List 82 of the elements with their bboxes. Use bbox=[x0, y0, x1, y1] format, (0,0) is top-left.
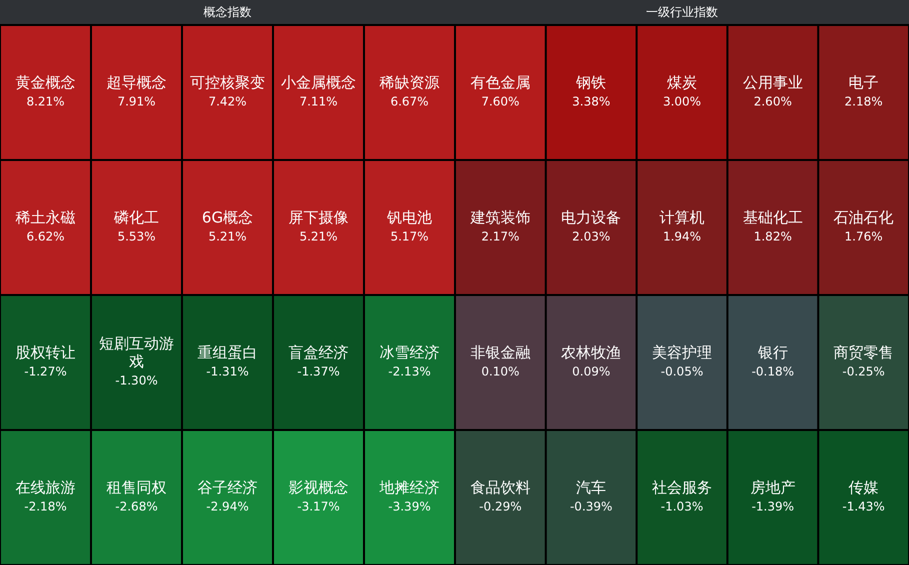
category-label: 稀土永磁 bbox=[16, 208, 76, 226]
category-label: 农林牧渔 bbox=[561, 343, 622, 362]
data-label: 2.17% bbox=[481, 230, 520, 244]
data-label: -2.68% bbox=[115, 500, 158, 514]
category-label: 屏下摄像 bbox=[288, 208, 348, 226]
data-label: 1.94% bbox=[662, 230, 702, 244]
category-label: 超导概念 bbox=[106, 73, 166, 92]
category-label: 公用事业 bbox=[742, 73, 803, 92]
data-label: 8.21% bbox=[26, 94, 65, 109]
category-label: 磷化工 bbox=[113, 208, 159, 226]
data-label: 5.17% bbox=[390, 230, 429, 244]
data-label: 7.42% bbox=[208, 94, 247, 109]
category-label: 谷子经济 bbox=[198, 478, 258, 496]
category-label: 租售同权 bbox=[106, 478, 166, 496]
data-label: -1.37% bbox=[297, 364, 340, 379]
category-label: 房地产 bbox=[750, 478, 796, 496]
data-label: 3.00% bbox=[662, 94, 702, 109]
data-label: -1.31% bbox=[206, 364, 249, 379]
category-label: 可控核聚变 bbox=[190, 73, 265, 92]
data-label: -0.29% bbox=[479, 500, 522, 514]
category-label: 汽车 bbox=[576, 478, 606, 496]
data-label: -1.30% bbox=[115, 374, 158, 388]
data-label: 2.60% bbox=[754, 94, 792, 109]
category-label: 黄金概念 bbox=[16, 73, 76, 92]
category-label: 有色金属 bbox=[470, 73, 530, 92]
data-label: 0.09% bbox=[572, 364, 610, 379]
category-label: 盲盒经济 bbox=[288, 343, 348, 362]
data-label: 1.82% bbox=[754, 230, 792, 244]
data-label: -0.05% bbox=[660, 364, 704, 379]
category-label: 商贸零售 bbox=[834, 343, 894, 362]
data-label: 7.60% bbox=[481, 94, 520, 109]
data-label: -1.03% bbox=[660, 500, 704, 514]
category-label: 电力设备 bbox=[561, 208, 622, 226]
category-label: 建筑装饰 bbox=[469, 208, 530, 226]
category-label: 传媒 bbox=[848, 478, 879, 496]
category-label: 石油石化 bbox=[834, 208, 894, 226]
data-label: 5.21% bbox=[208, 230, 247, 244]
data-label: 7.91% bbox=[117, 94, 156, 109]
data-label: -0.25% bbox=[842, 364, 885, 379]
data-label: -0.18% bbox=[752, 364, 794, 379]
category-label: 钒电池 bbox=[386, 208, 432, 226]
category-label: 6G概念 bbox=[202, 208, 254, 226]
category-label: 在线旅游 bbox=[16, 478, 76, 496]
data-label: -1.39% bbox=[752, 500, 794, 514]
data-label: 5.53% bbox=[117, 230, 156, 244]
category-label: 电子 bbox=[848, 73, 879, 92]
text: 概念指数 bbox=[204, 4, 252, 20]
data-label: -0.39% bbox=[570, 500, 612, 514]
data-label: -1.27% bbox=[24, 364, 67, 379]
data-label: -2.94% bbox=[206, 500, 249, 514]
data-label: 1.76% bbox=[844, 230, 883, 244]
data-label: 3.38% bbox=[572, 94, 610, 109]
data-label: 2.18% bbox=[844, 94, 883, 109]
category-label: 计算机 bbox=[660, 208, 704, 226]
data-label: -3.17% bbox=[297, 500, 340, 514]
data-label: 2.03% bbox=[572, 230, 610, 244]
category-label: 重组蛋白 bbox=[198, 343, 258, 362]
data-label: 0.10% bbox=[481, 364, 520, 379]
category-label: 稀缺资源 bbox=[380, 73, 440, 92]
data-label: -2.18% bbox=[24, 500, 67, 514]
category-label: 钢铁 bbox=[575, 73, 606, 92]
category-label: 地摊经济 bbox=[378, 478, 440, 496]
data-label: -2.13% bbox=[388, 364, 431, 379]
data-label: 6.67% bbox=[390, 94, 429, 109]
data-label: 7.11% bbox=[299, 94, 338, 109]
category-label: 影视概念 bbox=[288, 478, 348, 496]
data-label: -1.43% bbox=[842, 500, 885, 514]
category-label: 小金属概念 bbox=[281, 73, 356, 92]
category-label: 非银金融 bbox=[470, 343, 530, 362]
category-label: 股权转让 bbox=[16, 343, 76, 362]
category-label: 冰雪经济 bbox=[380, 343, 440, 362]
data-label: 5.21% bbox=[299, 230, 338, 244]
category-label: 社会服务 bbox=[652, 478, 712, 496]
category-label: 短剧互动游戏 bbox=[99, 334, 174, 370]
category-label: 基础化工 bbox=[742, 208, 803, 226]
category-label: 煤炭 bbox=[667, 73, 697, 92]
category-label: 美容护理 bbox=[652, 343, 712, 362]
data-label: -3.39% bbox=[388, 500, 431, 514]
category-label: 银行 bbox=[756, 343, 788, 362]
text: 一级行业指数 bbox=[646, 4, 718, 20]
category-label: 食品饮料 bbox=[470, 478, 530, 496]
data-label: 6.62% bbox=[26, 230, 65, 244]
